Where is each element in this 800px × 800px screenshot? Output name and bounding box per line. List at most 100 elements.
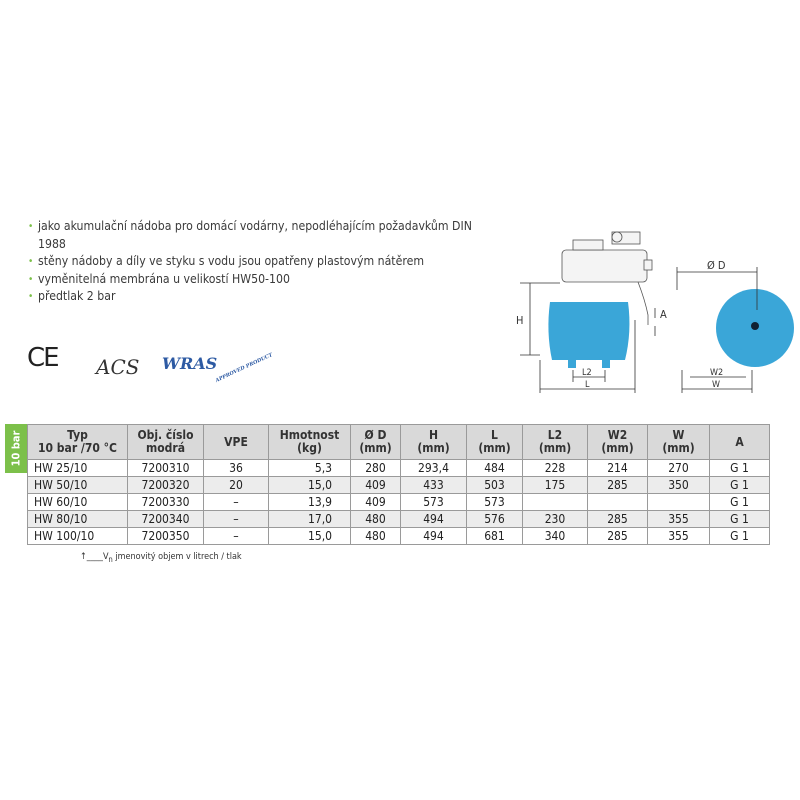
label-h: H xyxy=(516,314,523,327)
column-header-line: (mm) xyxy=(538,441,572,455)
column-header-line: Typ xyxy=(67,428,88,442)
table-cell: G 1 xyxy=(709,527,770,545)
label-l2: L2 xyxy=(582,368,592,378)
label-w2: W2 xyxy=(710,368,723,378)
column-header-line: modrá xyxy=(145,441,185,455)
column-header-line: (mm) xyxy=(601,441,634,455)
table-row: HW 60/10 7200330–13,9 409 573 573 G 1 xyxy=(27,493,770,511)
column-header-line: L xyxy=(491,428,498,442)
table-cell: 7200350 xyxy=(127,527,204,545)
wras-text: WRAS xyxy=(162,354,218,373)
table-cell: 280 xyxy=(350,459,401,477)
table-cell: 7200330 xyxy=(127,493,204,511)
table-cell: 480 xyxy=(350,527,401,545)
column-header: Typ 10 bar /70 °C xyxy=(27,424,128,460)
table-cell: G 1 xyxy=(709,510,770,528)
table-cell: 7200340 xyxy=(127,510,204,528)
column-header-line: W xyxy=(672,428,685,442)
column-header-line: W2 xyxy=(607,428,628,442)
column-header: VPE xyxy=(203,424,269,460)
column-header: H (mm) xyxy=(400,424,467,460)
table-cell: 503 xyxy=(466,476,523,494)
column-header: Ø D (mm) xyxy=(350,424,401,460)
table-cell: 36 xyxy=(203,459,269,477)
table-cell: 7200310 xyxy=(127,459,204,477)
column-header: L2 (mm) xyxy=(522,424,588,460)
column-header-line: Ø D xyxy=(364,428,387,442)
column-header-line: L2 xyxy=(547,428,563,442)
column-header: L (mm) xyxy=(466,424,523,460)
table-row: HW 100/10 7200350–15,0 480 494 681 340 285 355 G… xyxy=(27,527,770,545)
label-d: Ø D xyxy=(707,259,726,272)
wras-subtext: APPROVED PRODUCT xyxy=(214,352,274,384)
tank-side-diagram: H A L2 L Ø D W2 W xyxy=(516,231,794,393)
table-cell xyxy=(587,493,648,511)
table-cell: 15,0 xyxy=(268,527,351,545)
table-cell: 285 xyxy=(587,510,648,528)
feature-item: jako akumulační nádoba pro domácí vodárn… xyxy=(28,218,498,253)
table-cell: 484 xyxy=(466,459,523,477)
table-cell: HW 80/10 xyxy=(27,510,128,528)
spec-table: Typ 10 bar /70 °C Obj. číslo modrá VPE Hmotno… xyxy=(27,424,770,545)
wras-logo: WRASAPPROVED PRODUCT xyxy=(162,352,276,384)
pump-motor-icon xyxy=(561,249,648,283)
column-header-line: Obj. číslo xyxy=(137,428,194,442)
table-cell: 214 xyxy=(587,459,648,477)
column-header: W2 (mm) xyxy=(587,424,648,460)
table-cell: HW 60/10 xyxy=(27,493,128,511)
table-cell: HW 100/10 xyxy=(27,527,128,545)
table-cell: 480 xyxy=(350,510,401,528)
table-cell: HW 25/10 xyxy=(27,459,128,477)
footnote: ↑____Vn jmenovitý objem v litrech / tlak xyxy=(80,552,242,564)
column-header-line: (mm) xyxy=(359,441,392,455)
column-header-line: Hmotnost xyxy=(279,428,340,442)
table-cell: 285 xyxy=(587,476,648,494)
column-header-line: 10 bar /70 °C xyxy=(38,441,117,455)
table-cell: 230 xyxy=(522,510,588,528)
table-cell: 7200320 xyxy=(127,476,204,494)
table-cell: 355 xyxy=(647,510,710,528)
table-cell: 681 xyxy=(466,527,523,545)
column-header-line: A xyxy=(735,434,744,449)
table-row: HW 25/10 7200310 36 5,3 280 293,4 484 228 214 270… xyxy=(27,459,770,477)
table-cell xyxy=(522,493,588,511)
column-header: W (mm) xyxy=(647,424,710,460)
feature-item: stěny nádoby a díly ve styku s vodu jsou… xyxy=(28,253,498,271)
label-w: W xyxy=(712,380,720,390)
table-row: HW 80/10 7200340–17,0 480 494 576 230 285 355 G … xyxy=(27,510,770,528)
table-cell: 494 xyxy=(400,510,467,528)
table-cell: 285 xyxy=(587,527,648,545)
label-a: A xyxy=(660,308,667,321)
table-cell: 433 xyxy=(400,476,467,494)
tank-side-shape xyxy=(548,302,630,360)
table-cell: – xyxy=(203,510,269,528)
pressure-tab-label: 10 bar xyxy=(9,430,23,467)
table-cell: 494 xyxy=(400,527,467,545)
table-cell: 15,0 xyxy=(268,476,351,494)
feature-list: jako akumulační nádoba pro domácí vodárn… xyxy=(28,218,498,306)
column-header: Hmotnost (kg) xyxy=(268,424,351,460)
footnote-sub: n xyxy=(108,554,113,564)
column-header-line: VPE xyxy=(224,434,248,449)
table-cell: G 1 xyxy=(709,493,770,511)
column-header-line: (mm) xyxy=(662,441,695,455)
column-header-line: (kg) xyxy=(297,441,322,455)
feature-item: předtlak 2 bar xyxy=(28,288,498,306)
acs-logo: ACS xyxy=(96,355,140,379)
table-cell: G 1 xyxy=(709,459,770,477)
table-cell: 270 xyxy=(647,459,710,477)
table-cell: 350 xyxy=(647,476,710,494)
table-cell: 13,9 xyxy=(268,493,351,511)
table-row: HW 50/10 7200320 20 15,0 409 433 503 175 285 350 G… xyxy=(27,476,770,494)
table-cell: 228 xyxy=(522,459,588,477)
footnote-v: V xyxy=(102,552,109,562)
column-header-line: H xyxy=(428,428,439,442)
table-cell: – xyxy=(203,493,269,511)
table-cell: 573 xyxy=(466,493,523,511)
column-header-line: (mm) xyxy=(417,441,450,455)
table-cell: – xyxy=(203,527,269,545)
column-header: Obj. číslo modrá xyxy=(127,424,204,460)
table-cell: 293,4 xyxy=(400,459,467,477)
table-cell: 409 xyxy=(350,476,401,494)
table-cell: 340 xyxy=(522,527,588,545)
